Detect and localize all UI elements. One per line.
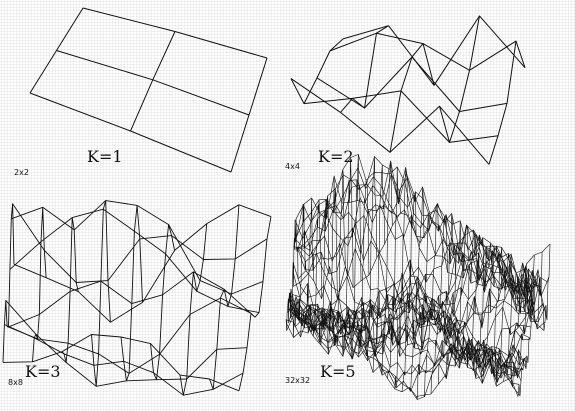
grid-size-label: 4x4	[285, 162, 300, 171]
mesh-column-line	[314, 195, 330, 346]
mesh-column-line	[300, 197, 315, 338]
mesh-column-line	[329, 169, 346, 346]
mesh-row-line	[9, 208, 260, 314]
mesh-row-line	[56, 50, 250, 116]
mesh-column-line	[423, 214, 448, 397]
mesh-column-line	[503, 254, 535, 382]
mesh-column-line	[430, 213, 456, 395]
mesh-column-line	[474, 245, 504, 384]
mesh-column-line	[351, 180, 370, 354]
mesh-row-line	[303, 90, 499, 143]
grid-size-label: 2x2	[14, 168, 29, 177]
k-label: K=5	[320, 362, 356, 381]
mesh-column-line	[445, 224, 472, 379]
mesh-column-line	[488, 253, 519, 383]
mesh-column-line	[293, 203, 307, 338]
mesh-column-line	[91, 200, 111, 387]
mesh-column-line	[409, 213, 433, 392]
mesh-column-line	[343, 154, 362, 360]
wireframe-mesh-k3	[2, 200, 272, 396]
mesh-column-line	[179, 223, 208, 396]
grid-size-label: 32x32	[285, 376, 311, 385]
mesh-column-line	[120, 204, 143, 382]
mesh-column-line	[439, 15, 480, 143]
k-label: K=2	[318, 147, 354, 166]
wireframe-mesh-k5	[285, 154, 551, 400]
panel-k2: K=2 4x4	[285, 0, 575, 205]
mesh-column-line	[61, 217, 79, 363]
mesh-column-line	[358, 156, 378, 358]
mesh-column-line	[438, 220, 464, 385]
mesh-column-line	[209, 204, 240, 390]
k-label: K=1	[87, 147, 123, 166]
mesh-column-line	[32, 206, 47, 362]
panel-k5: K=5 32x32	[285, 154, 575, 411]
panel-k3: K=3 8x8	[0, 200, 287, 411]
mesh-row-line	[82, 7, 268, 59]
mesh-row-line	[29, 92, 232, 173]
grid-size-label: 8x8	[8, 378, 23, 387]
mesh-column-line	[2, 203, 15, 363]
mesh-column-line	[401, 186, 425, 392]
mesh-column-line	[230, 57, 268, 173]
mesh-column-line	[467, 242, 496, 379]
mesh-column-line	[130, 31, 176, 132]
mesh-column-line	[290, 38, 344, 105]
mesh-column-line	[336, 157, 354, 357]
k-label: K=3	[25, 362, 61, 381]
mesh-row-line	[329, 32, 517, 71]
mesh-column-line	[459, 234, 488, 368]
mesh-column-line	[380, 166, 401, 376]
mesh-column-line	[416, 203, 441, 400]
mesh-column-line	[340, 25, 389, 113]
panel-k1: K=1 2x2	[0, 0, 287, 205]
wireframe-mesh-k1	[29, 7, 268, 173]
mesh-column-line	[307, 199, 322, 337]
mesh-column-line	[365, 164, 385, 361]
mesh-column-line	[150, 224, 176, 381]
mesh-row-line	[11, 200, 264, 295]
mesh-column-line	[488, 40, 526, 165]
mesh-column-line	[394, 191, 417, 390]
mesh-column-line	[452, 229, 480, 369]
mesh-column-line	[510, 251, 543, 388]
mesh-column-line	[238, 216, 272, 391]
mesh-column-line	[517, 244, 551, 397]
wireframe-mesh-k2	[290, 15, 526, 165]
mesh-column-line	[285, 218, 299, 331]
mesh-column-line	[389, 43, 435, 153]
mesh-column-line	[481, 247, 511, 375]
mesh-column-line	[29, 7, 84, 94]
